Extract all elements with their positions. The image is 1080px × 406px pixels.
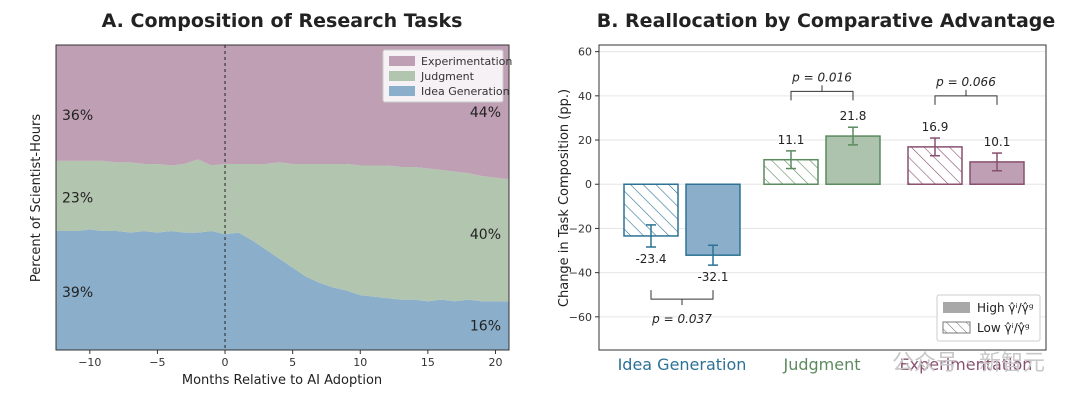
- x-tick-label: 15: [421, 356, 435, 369]
- percent-label: 36%: [62, 108, 93, 124]
- legend-label: Idea Generation: [421, 85, 510, 98]
- panel-a-x-ticks: −10 −5 0 5 10 15 20: [78, 350, 502, 369]
- x-tick-label: −5: [149, 356, 165, 369]
- panel-a: A. Composition of Research Tasks −10 −5 0 5…: [29, 10, 512, 388]
- bar-idea-generation-high: [685, 183, 741, 256]
- panel-b-bars: -23.4 -32.1 11.1 21.8 16.9 10.1: [623, 109, 1025, 284]
- category-label-idea-generation: Idea Generation: [618, 355, 747, 374]
- watermark: 公众号 · 新智元: [892, 351, 1045, 376]
- value-label-judgment-low: 11.1: [778, 133, 805, 147]
- area-idea-generation: [56, 229, 509, 350]
- significance-bracket: [650, 290, 714, 300]
- y-tick-label: 20: [578, 134, 592, 147]
- panel-a-title: A. Composition of Research Tasks: [102, 10, 463, 32]
- panel-a-y-label: Percent of Scientist-Hours: [29, 114, 44, 283]
- percent-label: 23%: [62, 191, 93, 207]
- y-tick-label: 40: [578, 90, 592, 103]
- panel-a-percent-labels: 36% 23% 39% 44% 40% 16%: [62, 105, 501, 335]
- y-tick-label: 0: [585, 178, 592, 191]
- category-label-judgment: Judgment: [782, 355, 860, 374]
- legend-swatch: [389, 56, 415, 66]
- legend-swatch-high: [943, 302, 970, 313]
- p-value-label: p = 0.066: [935, 75, 996, 89]
- percent-label: 39%: [62, 285, 93, 301]
- y-tick-label: −40: [569, 267, 592, 280]
- panel-b-y-ticks: 60 40 20 0 −20 −40 −60: [569, 46, 599, 324]
- y-tick-label: −60: [569, 311, 592, 324]
- area-judgment: [56, 159, 509, 302]
- stacked-areas: [56, 45, 509, 350]
- legend-label: Experimentation: [421, 55, 512, 68]
- panel-a-frame: [55, 44, 510, 351]
- legend-label-high: High γ̂ⁱ/γ̂ᵍ: [977, 301, 1034, 315]
- panel-b: B. Reallocation by Comparative Advantage…: [557, 10, 1055, 374]
- panel-b-y-label: Change in Task Composition (pp.): [557, 89, 572, 307]
- significance-bracket: [934, 95, 998, 105]
- value-label-experimentation-low: 16.9: [922, 120, 949, 134]
- p-value-label: p = 0.016: [791, 70, 852, 84]
- x-tick-label: 0: [222, 356, 229, 369]
- panel-b-p-values: p = 0.037 p = 0.016 p = 0.066: [650, 70, 998, 326]
- x-tick-label: 20: [488, 356, 502, 369]
- panel-b-title: B. Reallocation by Comparative Advantage: [597, 10, 1056, 32]
- legend-label-low: Low γ̂ⁱ/γ̂ᵍ: [977, 321, 1030, 335]
- value-label-idea-generation-high: -32.1: [697, 270, 728, 284]
- value-label-idea-generation-low: -23.4: [635, 252, 666, 266]
- panel-b-frame: [598, 44, 1047, 351]
- panel-a-x-label: Months Relative to AI Adoption: [182, 373, 382, 388]
- value-label-judgment-high: 21.8: [840, 109, 867, 123]
- legend-swatch: [389, 71, 415, 81]
- value-label-experimentation-high: 10.1: [984, 135, 1011, 149]
- panel-b-legend: High γ̂ⁱ/γ̂ᵍ Low γ̂ⁱ/γ̂ᵍ: [936, 294, 1041, 342]
- x-tick-label: 5: [289, 356, 296, 369]
- percent-label: 40%: [470, 227, 501, 243]
- y-tick-label: −20: [569, 222, 592, 235]
- panel-a-legend: Experimentation Judgment Idea Generation: [382, 49, 512, 103]
- legend-swatch: [389, 86, 415, 96]
- percent-label: 44%: [470, 105, 501, 121]
- panel-b-category-labels: Idea Generation Judgment Experimentation: [618, 355, 1033, 374]
- percent-label: 16%: [470, 319, 501, 335]
- x-tick-label: 10: [353, 356, 367, 369]
- legend-label: Judgment: [420, 70, 475, 83]
- category-label-experimentation: Experimentation: [900, 355, 1033, 374]
- y-tick-label: 60: [578, 46, 592, 59]
- x-tick-label: −10: [78, 356, 101, 369]
- p-value-label: p = 0.037: [651, 312, 712, 326]
- legend-swatch-low: [942, 321, 971, 334]
